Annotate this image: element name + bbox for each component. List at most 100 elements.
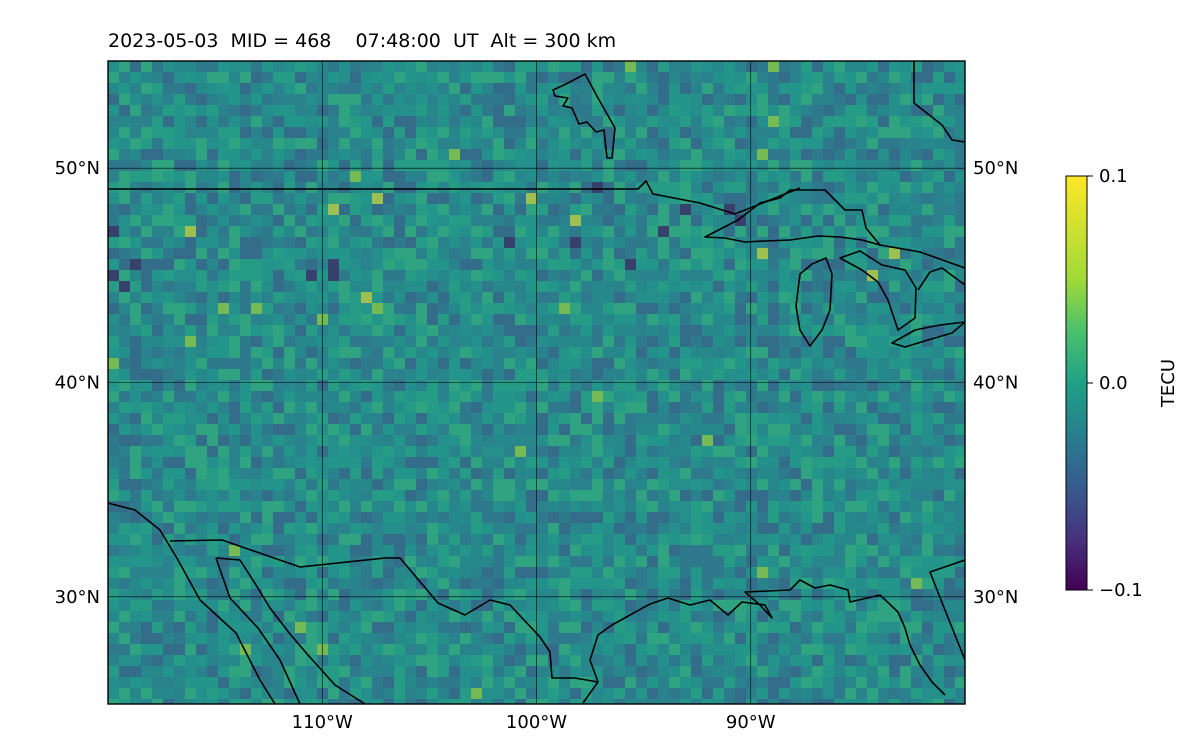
tec-pixel <box>746 358 757 369</box>
tec-pixel <box>394 226 405 237</box>
tec-pixel <box>306 468 317 479</box>
tec-pixel <box>680 490 691 501</box>
tec-pixel <box>922 413 933 424</box>
tec-pixel <box>262 435 273 446</box>
tec-pixel <box>801 160 812 171</box>
tec-pixel <box>482 259 493 270</box>
tec-pixel <box>878 193 889 204</box>
tec-pixel <box>812 644 823 655</box>
tec-pixel <box>691 292 702 303</box>
tec-pixel <box>515 72 526 83</box>
tec-pixel <box>262 116 273 127</box>
tec-pixel <box>394 545 405 556</box>
tec-pixel <box>306 666 317 677</box>
tec-pixel <box>416 325 427 336</box>
tec-pixel <box>108 688 119 699</box>
tec-pixel <box>196 116 207 127</box>
tec-pixel <box>889 677 900 688</box>
tec-pixel <box>328 688 339 699</box>
tec-pixel <box>493 512 504 523</box>
tec-pixel <box>955 424 965 435</box>
tec-pixel <box>273 435 284 446</box>
tec-pixel <box>372 149 383 160</box>
tec-pixel <box>372 204 383 215</box>
tec-pixel <box>735 501 746 512</box>
tec-pixel <box>548 688 559 699</box>
tec-pixel <box>812 402 823 413</box>
tec-pixel <box>108 633 119 644</box>
tec-pixel <box>493 303 504 314</box>
tec-pixel <box>889 204 900 215</box>
tec-pixel <box>284 380 295 391</box>
tec-pixel <box>515 380 526 391</box>
tec-pixel <box>295 149 306 160</box>
tec-pixel <box>328 380 339 391</box>
tec-pixel <box>207 633 218 644</box>
tec-pixel <box>328 567 339 578</box>
tec-pixel <box>493 358 504 369</box>
tec-pixel <box>834 270 845 281</box>
tec-pixel <box>306 688 317 699</box>
tec-pixel <box>405 446 416 457</box>
tec-pixel <box>152 105 163 116</box>
tec-pixel <box>482 292 493 303</box>
tec-pixel <box>537 413 548 424</box>
tec-pixel <box>328 226 339 237</box>
tec-pixel <box>614 281 625 292</box>
tec-pixel <box>273 589 284 600</box>
tec-pixel <box>438 501 449 512</box>
tec-pixel <box>724 94 735 105</box>
tec-pixel <box>746 226 757 237</box>
tec-pixel <box>625 501 636 512</box>
tec-pixel <box>240 512 251 523</box>
tec-pixel <box>647 347 658 358</box>
tec-pixel <box>713 72 724 83</box>
tec-pixel <box>405 534 416 545</box>
tec-pixel <box>713 622 724 633</box>
tec-pixel <box>119 336 130 347</box>
tec-pixel <box>768 83 779 94</box>
tec-pixel <box>130 611 141 622</box>
tec-pixel <box>548 226 559 237</box>
tec-pixel <box>691 523 702 534</box>
tec-pixel <box>526 578 537 589</box>
tec-pixel <box>416 72 427 83</box>
tec-pixel <box>515 578 526 589</box>
tec-pixel <box>889 369 900 380</box>
tec-pixel <box>372 468 383 479</box>
tec-pixel <box>504 193 515 204</box>
tec-pixel <box>240 424 251 435</box>
tec-pixel <box>163 545 174 556</box>
tec-pixel <box>955 512 965 523</box>
tec-pixel <box>438 138 449 149</box>
tec-pixel <box>823 512 834 523</box>
tec-pixel <box>867 600 878 611</box>
tec-pixel <box>768 457 779 468</box>
tec-pixel <box>141 578 152 589</box>
tec-pixel <box>361 292 372 303</box>
tec-pixel <box>735 578 746 589</box>
tec-pixel <box>548 116 559 127</box>
tec-pixel <box>944 633 955 644</box>
tec-pixel <box>284 259 295 270</box>
tec-pixel <box>185 61 196 72</box>
tec-pixel <box>812 435 823 446</box>
tec-pixel <box>933 468 944 479</box>
tec-pixel <box>339 369 350 380</box>
tec-pixel <box>504 413 515 424</box>
tec-pixel <box>801 138 812 149</box>
tec-pixel <box>735 468 746 479</box>
tec-pixel <box>955 160 965 171</box>
tec-pixel <box>372 127 383 138</box>
tec-pixel <box>889 688 900 699</box>
tec-pixel <box>922 171 933 182</box>
tec-pixel <box>801 490 812 501</box>
tec-pixel <box>339 446 350 457</box>
tec-pixel <box>515 182 526 193</box>
tec-pixel <box>768 578 779 589</box>
tec-pixel <box>108 578 119 589</box>
tec-pixel <box>119 204 130 215</box>
tec-pixel <box>955 589 965 600</box>
tec-pixel <box>592 457 603 468</box>
tec-pixel <box>933 457 944 468</box>
